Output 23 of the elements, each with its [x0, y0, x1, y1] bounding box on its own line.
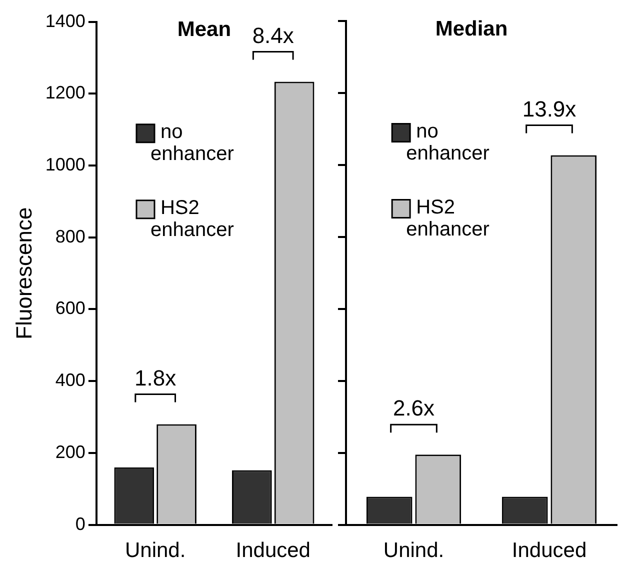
annotation: 2.6x — [392, 396, 435, 421]
chart-title: Mean — [177, 18, 232, 42]
y-tick-label: 400 — [55, 370, 86, 390]
y-tick-label: 800 — [55, 226, 86, 246]
y-tick-label: 0 — [75, 514, 86, 534]
y-axis-title: Fluorescence — [11, 207, 36, 340]
y-tick-label: 600 — [55, 298, 86, 318]
annotation: 13.9x — [522, 96, 576, 122]
y-tick-label: 200 — [55, 442, 86, 462]
y-tick-label: 1200 — [45, 82, 86, 103]
x-tick-label: Unind. — [124, 539, 186, 562]
x-tick-label: Induced — [512, 539, 587, 562]
chart-title: Median — [435, 17, 508, 40]
annotation: 1.8x — [134, 365, 176, 390]
legend-label: HS2 enhancer — [406, 196, 490, 240]
y-tick-label: 1000 — [45, 154, 86, 174]
legend-label: no enhancer — [406, 120, 490, 164]
legend-label: HS2 enhancer — [150, 196, 234, 241]
legend-label: no enhancer — [150, 120, 234, 165]
x-tick-label: Induced — [236, 539, 310, 562]
x-tick-label: Unind. — [383, 539, 444, 562]
annotation: 8.4x — [252, 22, 294, 48]
y-tick-label: 1400 — [45, 10, 86, 31]
